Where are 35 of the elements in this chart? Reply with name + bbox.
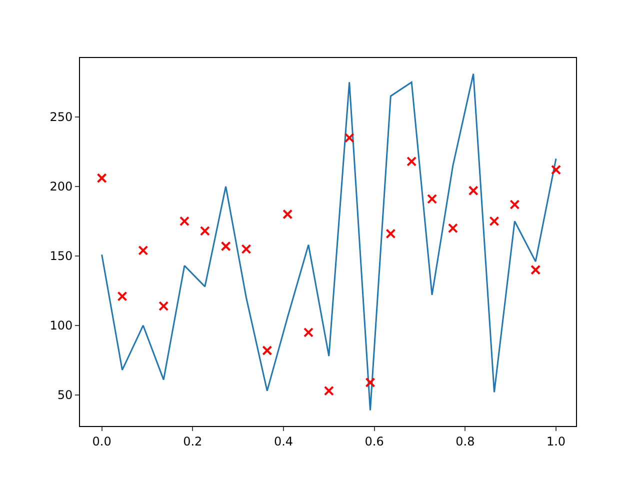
- point: [200, 226, 210, 236]
- point: [489, 216, 500, 226]
- point: [530, 264, 541, 275]
- x-tick-label: 0.6: [364, 434, 384, 448]
- point: [220, 241, 231, 252]
- line-series: [101, 73, 557, 412]
- y-tick-label: 50: [57, 388, 73, 402]
- point: [158, 301, 169, 312]
- x-tick-label: 0.2: [183, 434, 202, 448]
- point: [179, 216, 190, 226]
- point: [551, 164, 562, 175]
- point: [117, 291, 128, 302]
- point: [344, 132, 354, 143]
- point: [448, 223, 458, 234]
- y-tick-label: 100: [50, 318, 73, 333]
- x-tick-label: 0.4: [274, 434, 294, 448]
- point: [303, 327, 314, 338]
- point: [324, 386, 334, 396]
- point: [386, 228, 396, 239]
- point: [510, 200, 520, 210]
- x-tick-label: 1.0: [546, 434, 566, 448]
- point: [468, 186, 478, 196]
- y-tick-label: 150: [50, 249, 73, 264]
- x-tick-label: 0.0: [92, 434, 112, 448]
- point: [241, 244, 252, 254]
- point: [406, 156, 417, 166]
- point: [138, 245, 148, 256]
- y-tick-label: 250: [50, 110, 73, 124]
- point: [427, 194, 438, 204]
- point: [262, 346, 272, 356]
- x-tick-label: 0.8: [456, 434, 475, 448]
- point: [96, 173, 107, 184]
- y-tick-label: 200: [50, 180, 73, 194]
- point: [282, 209, 293, 220]
- point: [365, 377, 376, 388]
